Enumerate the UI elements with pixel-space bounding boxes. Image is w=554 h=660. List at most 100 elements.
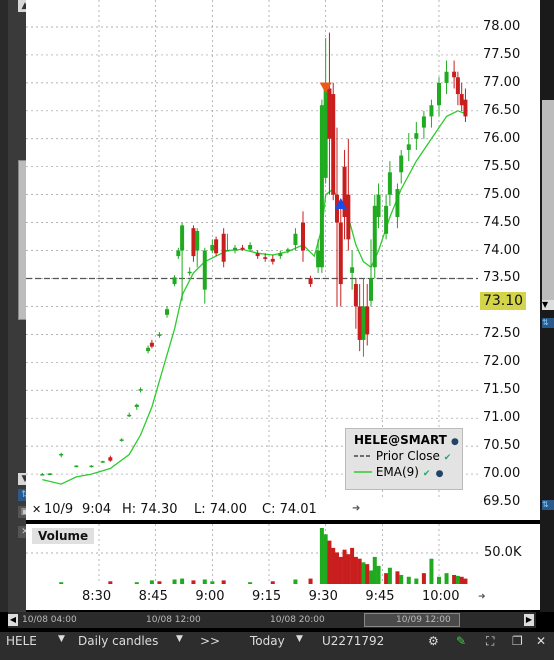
candle-body	[195, 230, 200, 251]
candle-body	[346, 194, 351, 240]
info-time: 9:04	[82, 502, 112, 517]
volume-bar	[335, 552, 339, 584]
gear-icon[interactable]: ⚙	[428, 634, 439, 648]
volume-bar	[221, 580, 226, 584]
volume-bar	[172, 579, 177, 584]
price-tick-label: 70.00	[483, 466, 521, 482]
nav-label: 10/08 20:00	[270, 615, 325, 625]
chevron-down-icon[interactable]: ▼	[176, 634, 183, 644]
volume-bar	[406, 576, 411, 584]
candle-body	[293, 233, 298, 245]
range-selector[interactable]: Today	[250, 634, 285, 648]
volume-bar	[357, 558, 362, 584]
candle-body	[353, 284, 358, 307]
volume-bar	[455, 575, 460, 584]
crosshair-info-bar: ✕ 10/9 9:04 H: 74.30 L: 74.00 C: 74.01 ➜	[26, 500, 478, 520]
chart-toolbar[interactable]: HELE ▼ Daily candles ▼ >> Today ▼ U22717…	[0, 632, 554, 660]
nav-right-icon[interactable]: ▶	[524, 614, 534, 626]
more-icon[interactable]: >>	[200, 634, 221, 648]
legend-settings-icon[interactable]: ●	[451, 437, 459, 447]
candle-body	[180, 225, 185, 251]
price-tick-label: 70.50	[483, 438, 521, 454]
volume-chart[interactable]	[26, 524, 478, 584]
price-tick-label: 77.00	[483, 74, 521, 90]
volume-bar	[444, 573, 449, 584]
volume-bar	[270, 581, 275, 584]
candle-body	[40, 474, 45, 476]
candle-body	[316, 250, 321, 268]
legend-item-prior-close[interactable]: Prior Close ✔	[354, 449, 452, 463]
time-navigator[interactable]: ◀ ▶ 10/08 04:00 10/08 12:00 10/08 20:00 …	[8, 612, 536, 628]
candle-body	[165, 309, 169, 315]
buy-marker	[334, 198, 347, 210]
time-axis-arrow-icon[interactable]: ➜	[478, 592, 486, 602]
candle-body	[59, 453, 64, 456]
candle-body	[463, 99, 468, 117]
time-axis[interactable]: ➜ 8:30 8:45 9:00 9:15 9:30 9:45 10:00	[26, 584, 540, 610]
legend-ema-settings-icon[interactable]: ●	[435, 469, 444, 479]
candle-body	[225, 249, 230, 252]
volume-bar	[323, 534, 328, 584]
candle-body	[323, 88, 328, 178]
left-edge	[0, 0, 8, 612]
nav-label: 10/08 04:00	[22, 615, 77, 625]
price-chart[interactable]	[26, 0, 478, 503]
expand-icon[interactable]: ⛶	[486, 634, 495, 648]
candle-body	[108, 457, 113, 461]
navigator-window[interactable]	[364, 613, 460, 627]
chart-legend[interactable]: HELE@SMART ● Prior Close ✔ EMA(9) ✔ ●	[345, 428, 463, 490]
arrow-right-icon[interactable]: ➜	[352, 503, 361, 514]
candle-body	[119, 439, 124, 441]
checkmark-icon[interactable]: ✔	[443, 453, 452, 463]
price-tick-label: 75.50	[483, 158, 521, 174]
nav-label: 10/09 12:00	[396, 615, 451, 625]
volume-panel-label: Volume	[32, 528, 94, 544]
symbol-selector[interactable]: HELE	[6, 634, 37, 648]
close-icon[interactable]: ✕	[536, 634, 547, 648]
price-axis[interactable]: 78.00 77.50 77.00 76.50 76.00 75.50 75.00 74.50…	[478, 0, 540, 520]
candle-body	[437, 82, 441, 106]
candle-body	[146, 347, 151, 352]
nav-left-icon[interactable]: ◀	[8, 614, 18, 626]
volume-bar	[157, 581, 162, 584]
account-selector[interactable]: U2271792	[322, 634, 385, 648]
pencil-icon[interactable]: ✎	[456, 634, 467, 648]
candle-body	[384, 205, 389, 234]
candle-body	[372, 205, 377, 268]
volume-bar	[353, 556, 358, 584]
volume-bar	[338, 556, 343, 584]
legend-item-ema[interactable]: EMA(9) ✔ ●	[354, 465, 444, 479]
candle-body	[285, 249, 290, 251]
volume-axis-label: 50.0K	[484, 545, 522, 560]
price-tick-label: 72.50	[483, 326, 521, 342]
volume-bar	[134, 582, 139, 584]
candlestick-chart[interactable]	[26, 0, 478, 503]
candle-body	[248, 244, 253, 250]
time-tick-label: 9:30	[308, 589, 338, 604]
chevron-down-icon[interactable]: ▼	[58, 634, 65, 644]
close-info-icon[interactable]: ✕	[32, 503, 42, 516]
checkmark-icon[interactable]: ✔	[422, 469, 431, 479]
candle-body	[387, 172, 392, 195]
price-scrollbar[interactable]: ▲ ▼ ⇅ ▣ ✕	[8, 0, 32, 612]
volume-bar	[463, 578, 468, 584]
info-high: H: 74.30	[122, 502, 178, 517]
chevron-down-icon[interactable]: ▼	[296, 634, 303, 644]
candle-body	[376, 194, 381, 217]
info-close: C: 74.01	[262, 502, 317, 517]
candle-body	[270, 258, 275, 262]
volume-bar	[361, 562, 366, 584]
nav-label: 10/08 12:00	[146, 615, 201, 625]
candle-body	[255, 253, 260, 257]
candle-body	[134, 404, 139, 407]
volume-bar	[327, 540, 332, 584]
candle-body	[74, 465, 79, 468]
volume-bar	[421, 573, 426, 584]
volume-bar	[399, 574, 404, 584]
candle-body	[308, 278, 313, 285]
candle-body	[414, 133, 419, 139]
restore-icon[interactable]: ❐	[512, 634, 523, 648]
volume-bar	[191, 580, 196, 584]
volume-bars	[26, 524, 478, 584]
period-selector[interactable]: Daily candles	[78, 634, 159, 648]
